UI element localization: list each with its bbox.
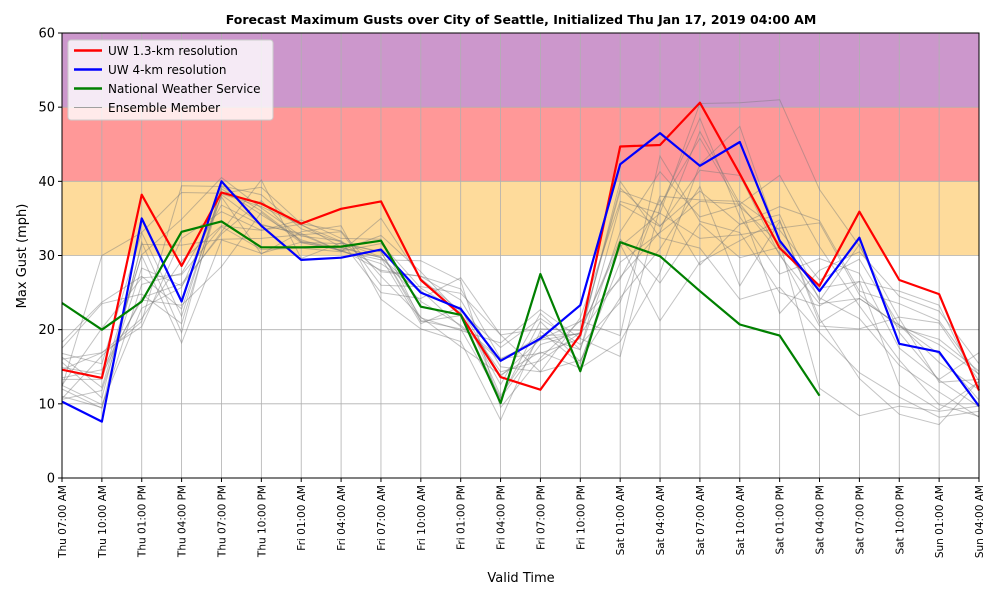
- x-tick-label: Fri 10:00 PM: [575, 485, 587, 550]
- x-tick-label: Thu 01:00 PM: [137, 485, 149, 558]
- legend-box: [67, 39, 274, 121]
- ensemble-member-line: [61, 185, 980, 426]
- x-tick-label: Sun 04:00 AM: [974, 485, 986, 558]
- ensemble-member-line: [61, 99, 980, 389]
- x-tick-label: Sat 07:00 PM: [854, 485, 866, 555]
- ensemble-member-line: [61, 130, 980, 382]
- y-tick-label: 0: [47, 472, 55, 487]
- y-tick-label: 40: [38, 175, 55, 190]
- y-tick-label: 60: [38, 27, 55, 42]
- x-tick-label: Thu 07:00 AM: [57, 485, 69, 559]
- x-tick-label: Fri 07:00 PM: [535, 485, 547, 550]
- x-tick-label: Fri 04:00 PM: [496, 485, 508, 550]
- x-tick-label: Sat 01:00 PM: [775, 485, 787, 555]
- legend-label-national-weather-service: National Weather Service: [108, 82, 261, 96]
- ensemble-member-line: [61, 195, 980, 422]
- y-axis-ticks: 0 10 20 30 40 50 60: [38, 27, 62, 487]
- band-30-40: [62, 181, 979, 256]
- x-tick-label: Sun 01:00 AM: [934, 485, 946, 558]
- grid: [61, 32, 980, 479]
- ensemble-member-line: [62, 117, 980, 381]
- ensemble-member-line: [61, 170, 980, 397]
- y-axis-label: Max Gust (mph): [15, 204, 30, 309]
- x-tick-label: Fri 01:00 PM: [456, 485, 468, 550]
- series-line-national-weather-service: [61, 220, 821, 405]
- ensemble-lines: [61, 99, 980, 426]
- legend: UW 1.3-km resolution UW 4-km resolution Na…: [67, 39, 274, 121]
- chart-title: Forecast Maximum Gusts over City of Seat…: [226, 12, 817, 27]
- series-line-uw-4-km-resolution: [61, 132, 980, 423]
- x-tick-label: Fri 10:00 AM: [416, 485, 428, 551]
- ensemble-member-line: [61, 211, 980, 399]
- x-tick-label: Fri 04:00 AM: [336, 485, 348, 551]
- x-tick-label: Thu 10:00 PM: [256, 485, 268, 558]
- y-tick-label: 30: [38, 249, 55, 264]
- x-tick-label: Thu 04:00 PM: [177, 485, 189, 558]
- ensemble-member-line: [61, 178, 980, 408]
- legend-label-uw-4-km-resolution: UW 4-km resolution: [108, 63, 226, 77]
- x-tick-label: Sat 07:00 AM: [695, 485, 707, 555]
- y-tick-label: 20: [38, 323, 55, 338]
- x-tick-label: Sat 04:00 AM: [655, 485, 667, 555]
- x-axis-ticks: Thu 07:00 AM Thu 10:00 AM Thu 01:00 PM Thu …: [57, 478, 986, 559]
- ensemble-member-line: [61, 180, 980, 418]
- legend-label-ensemble-member: Ensemble Member: [108, 101, 220, 115]
- x-tick-label: Sat 01:00 AM: [615, 485, 627, 555]
- x-tick-label: Thu 07:00 PM: [216, 485, 228, 558]
- ensemble-member-line: [61, 195, 980, 391]
- ensemble-member-line: [61, 125, 980, 417]
- series-lines: [61, 101, 981, 423]
- ensemble-member-line: [61, 174, 980, 417]
- legend-label-uw-1-3-km-resolution: UW 1.3-km resolution: [108, 44, 238, 58]
- ensemble-member-line: [61, 185, 980, 399]
- x-tick-label: Thu 10:00 AM: [97, 485, 109, 559]
- y-tick-label: 10: [38, 397, 55, 412]
- y-tick-label: 50: [38, 101, 55, 116]
- ensemble-member-line: [61, 219, 980, 401]
- x-tick-label: Sat 04:00 PM: [815, 485, 827, 555]
- x-tick-label: Sat 10:00 PM: [894, 485, 906, 555]
- x-tick-label: Fri 01:00 AM: [296, 485, 308, 551]
- x-axis-label: Valid Time: [487, 571, 554, 586]
- x-tick-label: Sat 10:00 AM: [735, 485, 747, 555]
- x-tick-label: Fri 07:00 AM: [376, 485, 388, 551]
